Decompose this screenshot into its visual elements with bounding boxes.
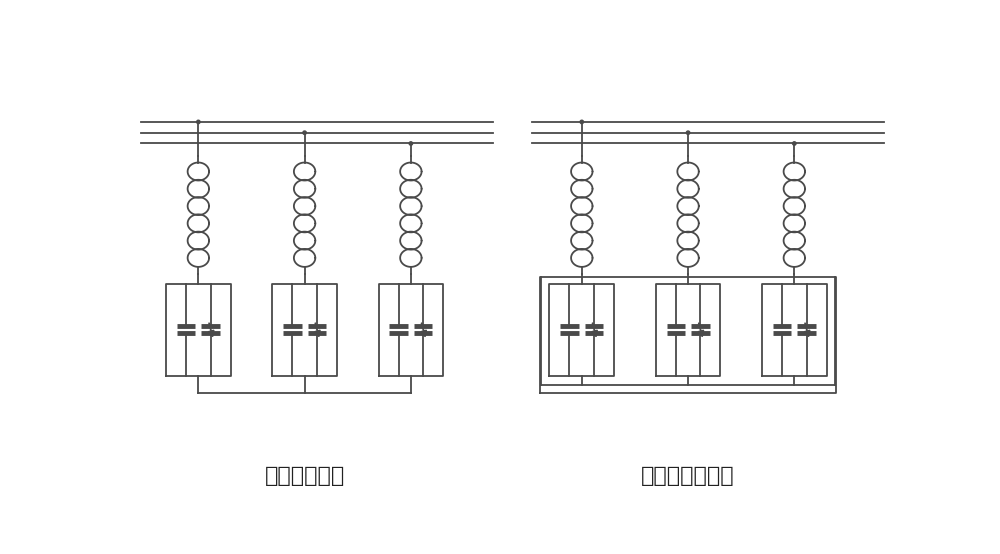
Circle shape bbox=[409, 142, 413, 145]
Circle shape bbox=[580, 120, 583, 124]
Circle shape bbox=[793, 142, 796, 145]
Circle shape bbox=[303, 131, 306, 135]
Text: 三相三角形结构: 三相三角形结构 bbox=[641, 466, 735, 486]
Circle shape bbox=[686, 131, 690, 135]
Circle shape bbox=[197, 120, 200, 124]
Text: 三相星形结构: 三相星形结构 bbox=[264, 466, 345, 486]
